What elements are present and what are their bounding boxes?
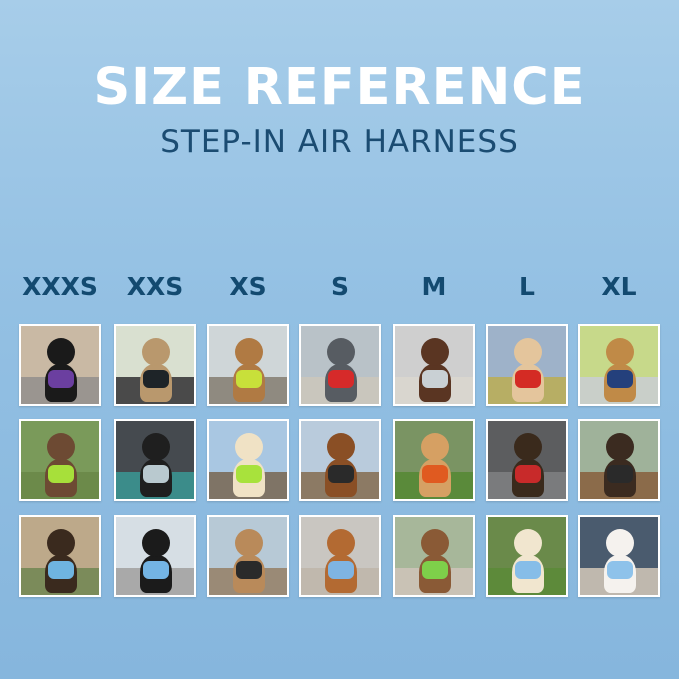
pet-photo-xs-2 (207, 419, 289, 501)
harness-icon (143, 370, 169, 388)
harness-icon (607, 561, 633, 579)
pet-head (327, 433, 355, 461)
pet-photo-s-1 (299, 324, 381, 406)
pet-photo-m-3 (393, 515, 475, 597)
pet-photo-xxs-3 (114, 515, 196, 597)
pet-photo-xs-1 (207, 324, 289, 406)
pet-head (327, 529, 355, 557)
pet-head (606, 529, 634, 557)
size-label-xs: XS (229, 272, 267, 301)
pet-head (606, 338, 634, 366)
pet-head (327, 338, 355, 366)
pet-photo-l-3 (486, 515, 568, 597)
harness-icon (422, 561, 448, 579)
pet-photo-xxxs-3 (19, 515, 101, 597)
harness-icon (328, 561, 354, 579)
harness-icon (328, 465, 354, 483)
pet-head (235, 529, 263, 557)
harness-icon (515, 370, 541, 388)
pet-photo-xxxs-2 (19, 419, 101, 501)
pet-head (47, 433, 75, 461)
pet-head (235, 338, 263, 366)
pet-photo-m-2 (393, 419, 475, 501)
size-label-xxxs: XXXS (22, 272, 98, 301)
pet-photo-m-1 (393, 324, 475, 406)
pet-photo-l-2 (486, 419, 568, 501)
product-subtitle: STEP-IN AIR HARNESS (160, 124, 519, 160)
pet-photo-xl-3 (578, 515, 660, 597)
harness-icon (48, 465, 74, 483)
page-title: SIZE REFERENCE (93, 58, 586, 117)
pet-photo-xs-3 (207, 515, 289, 597)
harness-icon (48, 370, 74, 388)
size-label-m: M (421, 272, 447, 301)
pet-head (142, 338, 170, 366)
pet-photo-xl-1 (578, 324, 660, 406)
pet-head (421, 338, 449, 366)
harness-icon (515, 465, 541, 483)
size-label-s: S (330, 272, 349, 301)
pet-head (421, 433, 449, 461)
size-label-xl: XL (601, 272, 637, 301)
pet-head (606, 433, 634, 461)
pet-head (514, 338, 542, 366)
harness-icon (236, 370, 262, 388)
harness-icon (236, 561, 262, 579)
size-label-l: L (519, 272, 535, 301)
pet-head (235, 433, 263, 461)
pet-head (47, 338, 75, 366)
harness-icon (143, 561, 169, 579)
pet-head (421, 529, 449, 557)
pet-head (142, 433, 170, 461)
pet-head (514, 529, 542, 557)
harness-icon (328, 370, 354, 388)
harness-icon (515, 561, 541, 579)
harness-icon (607, 465, 633, 483)
size-label-xxs: XXS (126, 272, 184, 301)
harness-icon (48, 561, 74, 579)
harness-icon (422, 465, 448, 483)
pet-photo-xxxs-1 (19, 324, 101, 406)
harness-icon (607, 370, 633, 388)
harness-icon (143, 465, 169, 483)
pet-photo-s-2 (299, 419, 381, 501)
pet-photo-xxs-1 (114, 324, 196, 406)
pet-photo-s-3 (299, 515, 381, 597)
pet-head (47, 529, 75, 557)
pet-head (514, 433, 542, 461)
harness-icon (422, 370, 448, 388)
pet-photo-xl-2 (578, 419, 660, 501)
pet-head (142, 529, 170, 557)
pet-photo-xxs-2 (114, 419, 196, 501)
harness-icon (236, 465, 262, 483)
pet-photo-l-1 (486, 324, 568, 406)
